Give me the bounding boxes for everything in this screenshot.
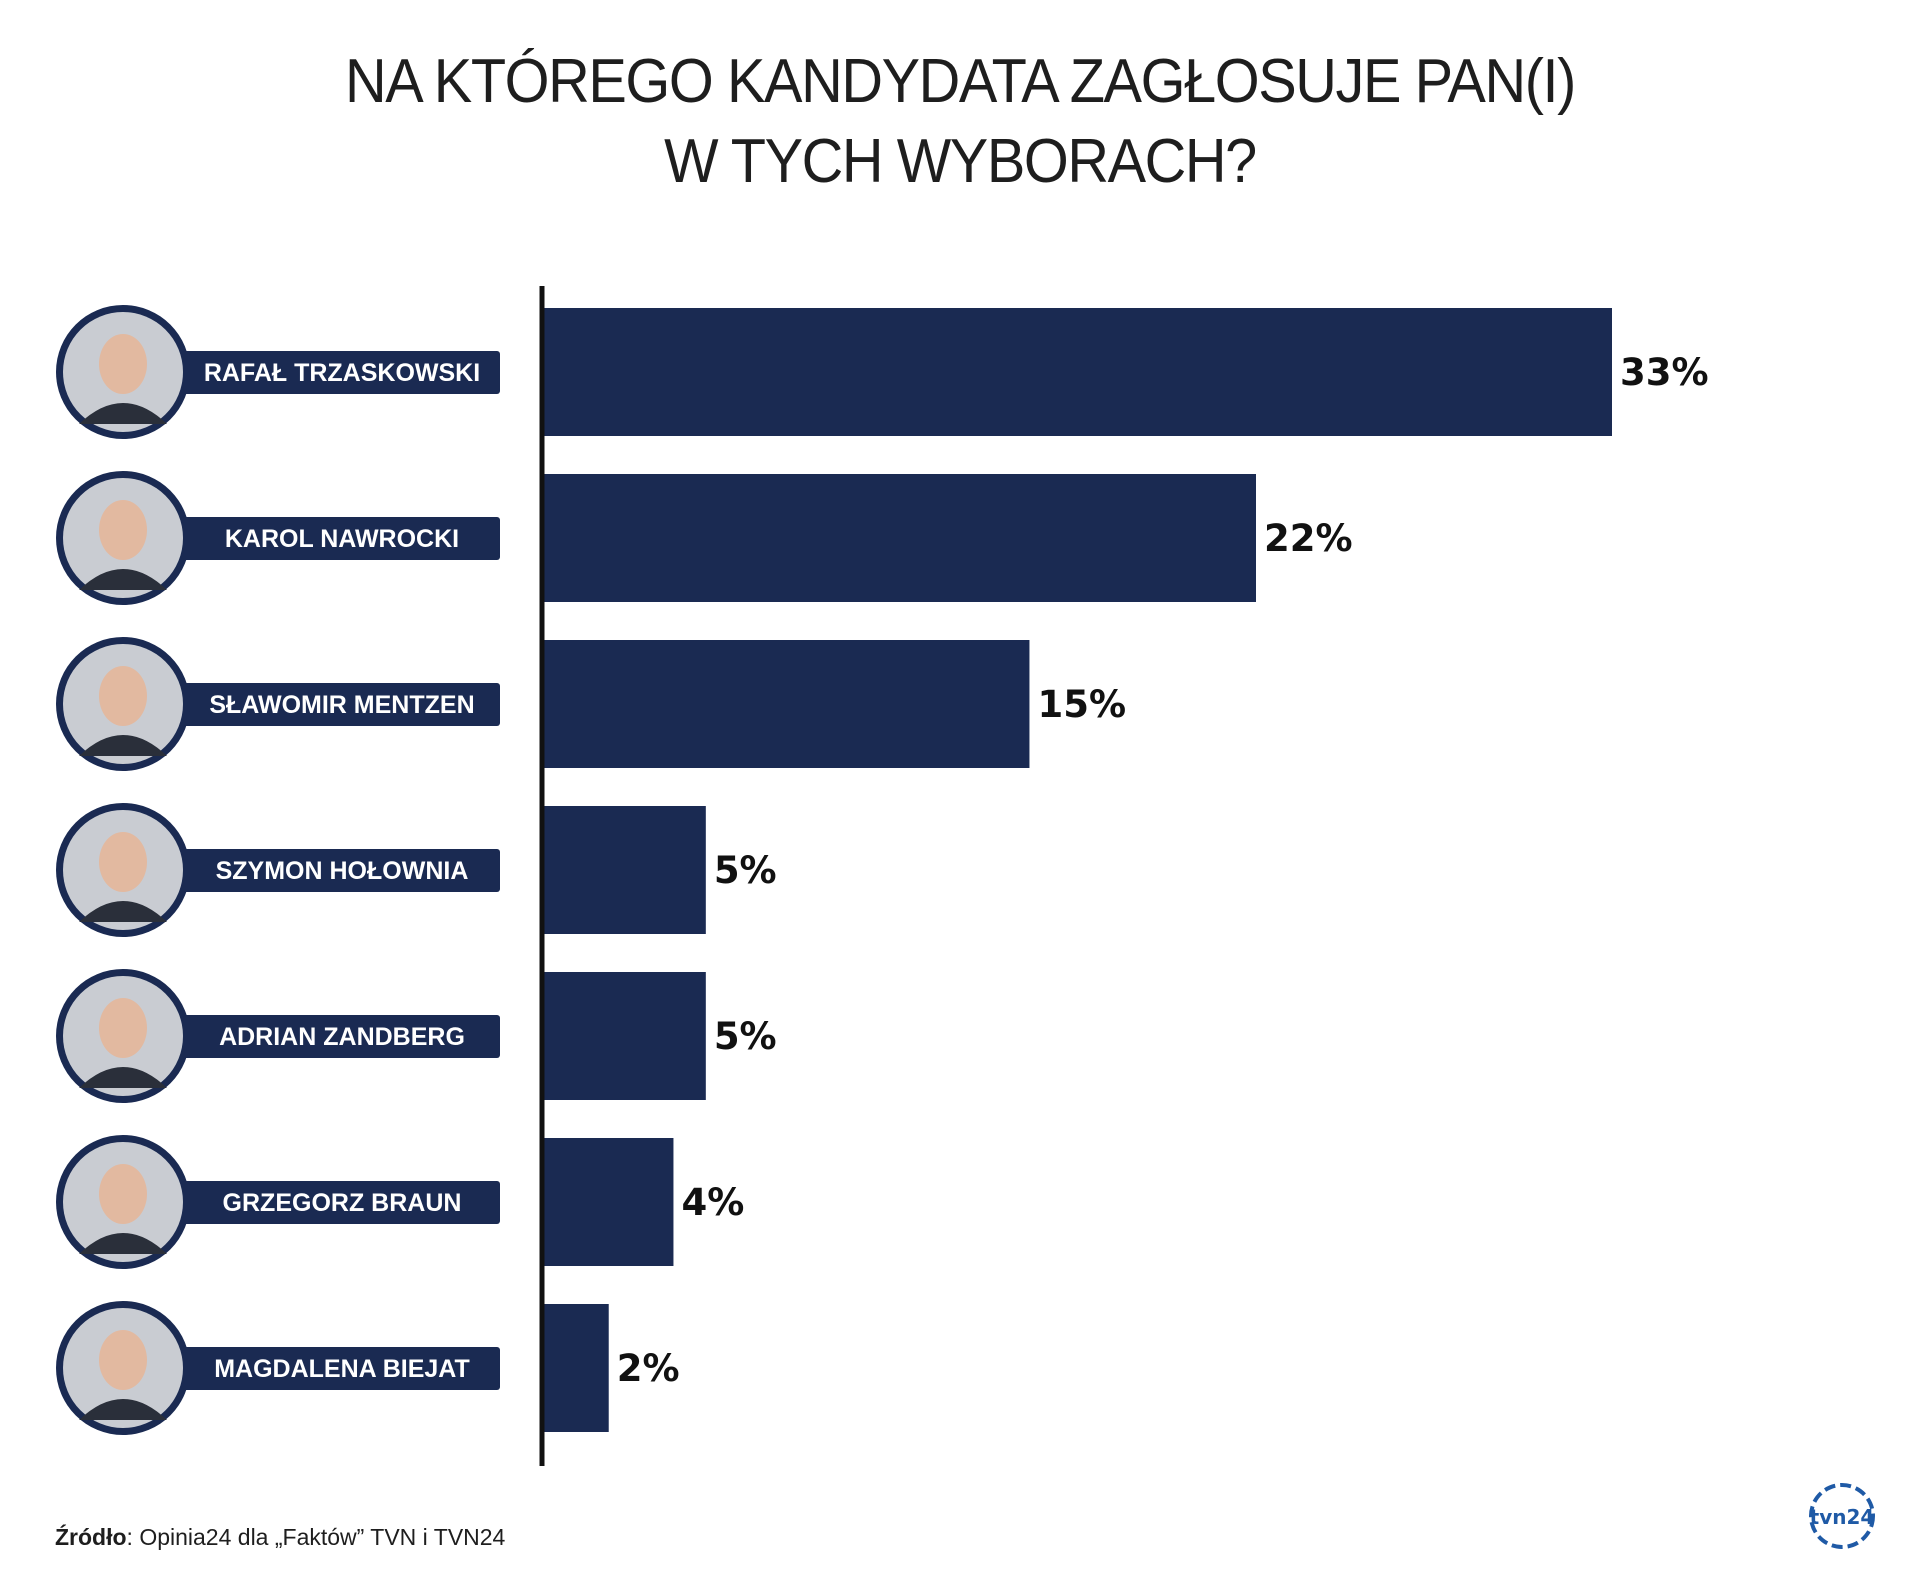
chart-title-line-2: W TYCH WYBORACH? — [664, 127, 1257, 196]
candidate-name-label: RAFAŁ TRZASKOWSKI — [204, 359, 480, 387]
value-label: 22% — [1264, 517, 1353, 560]
portrait-face — [99, 998, 147, 1058]
portrait-face — [99, 1330, 147, 1390]
portrait-face — [99, 334, 147, 394]
candidate-name-tag — [168, 1347, 500, 1390]
candidate-name-tag — [168, 517, 500, 560]
bar — [544, 474, 1256, 602]
portrait-shoulders — [79, 901, 167, 922]
portrait-face — [99, 666, 147, 726]
bar — [544, 806, 706, 934]
candidate-name-label: GRZEGORZ BRAUN — [223, 1189, 462, 1217]
bar — [544, 972, 706, 1100]
candidate-name-tag — [168, 849, 500, 892]
portrait-shoulders — [79, 735, 167, 756]
portrait-face — [99, 500, 147, 560]
candidate-name-tag — [168, 1181, 500, 1224]
portrait-face — [99, 1164, 147, 1224]
portrait-shoulders — [79, 1067, 167, 1088]
candidate-name-label: KAROL NAWROCKI — [225, 525, 459, 553]
candidate-name-label: SŁAWOMIR MENTZEN — [209, 691, 474, 719]
value-label: 2% — [617, 1347, 680, 1390]
chart-title: NA KTÓREGO KANDYDATA ZAGŁOSUJE PAN(I) W … — [67, 42, 1853, 202]
source-note: Źródło: Opinia24 dla „Faktów” TVN i TVN2… — [55, 1524, 505, 1551]
bar — [544, 1138, 674, 1266]
source-label: Źródło — [55, 1524, 127, 1550]
bar — [544, 640, 1030, 768]
portrait-shoulders — [79, 569, 167, 590]
candidate-name-tag — [168, 1015, 500, 1058]
chart-title-line-1: NA KTÓREGO KANDYDATA ZAGŁOSUJE PAN(I) — [345, 47, 1576, 116]
value-label: 4% — [681, 1181, 744, 1224]
portrait-face — [99, 832, 147, 892]
candidate-name-tag — [168, 351, 500, 394]
tvn24-logo-text: tvn24 — [1810, 1505, 1875, 1529]
source-text: : Opinia24 dla „Faktów” TVN i TVN24 — [126, 1524, 506, 1550]
portrait-shoulders — [79, 403, 167, 424]
tvn24-logo-icon: tvn24 — [1809, 1483, 1875, 1549]
value-label: 5% — [714, 849, 777, 892]
candidate-name-label: SZYMON HOŁOWNIA — [216, 857, 469, 885]
value-label: 15% — [1037, 683, 1126, 726]
candidate-name-label: ADRIAN ZANDBERG — [219, 1023, 465, 1051]
bar — [544, 1304, 609, 1432]
candidate-name-tag — [168, 683, 500, 726]
candidate-name-label: MAGDALENA BIEJAT — [214, 1355, 470, 1383]
value-label: 33% — [1620, 351, 1709, 394]
portrait-shoulders — [79, 1399, 167, 1420]
value-label: 5% — [714, 1015, 777, 1058]
bar — [544, 308, 1612, 436]
portrait-shoulders — [79, 1233, 167, 1254]
